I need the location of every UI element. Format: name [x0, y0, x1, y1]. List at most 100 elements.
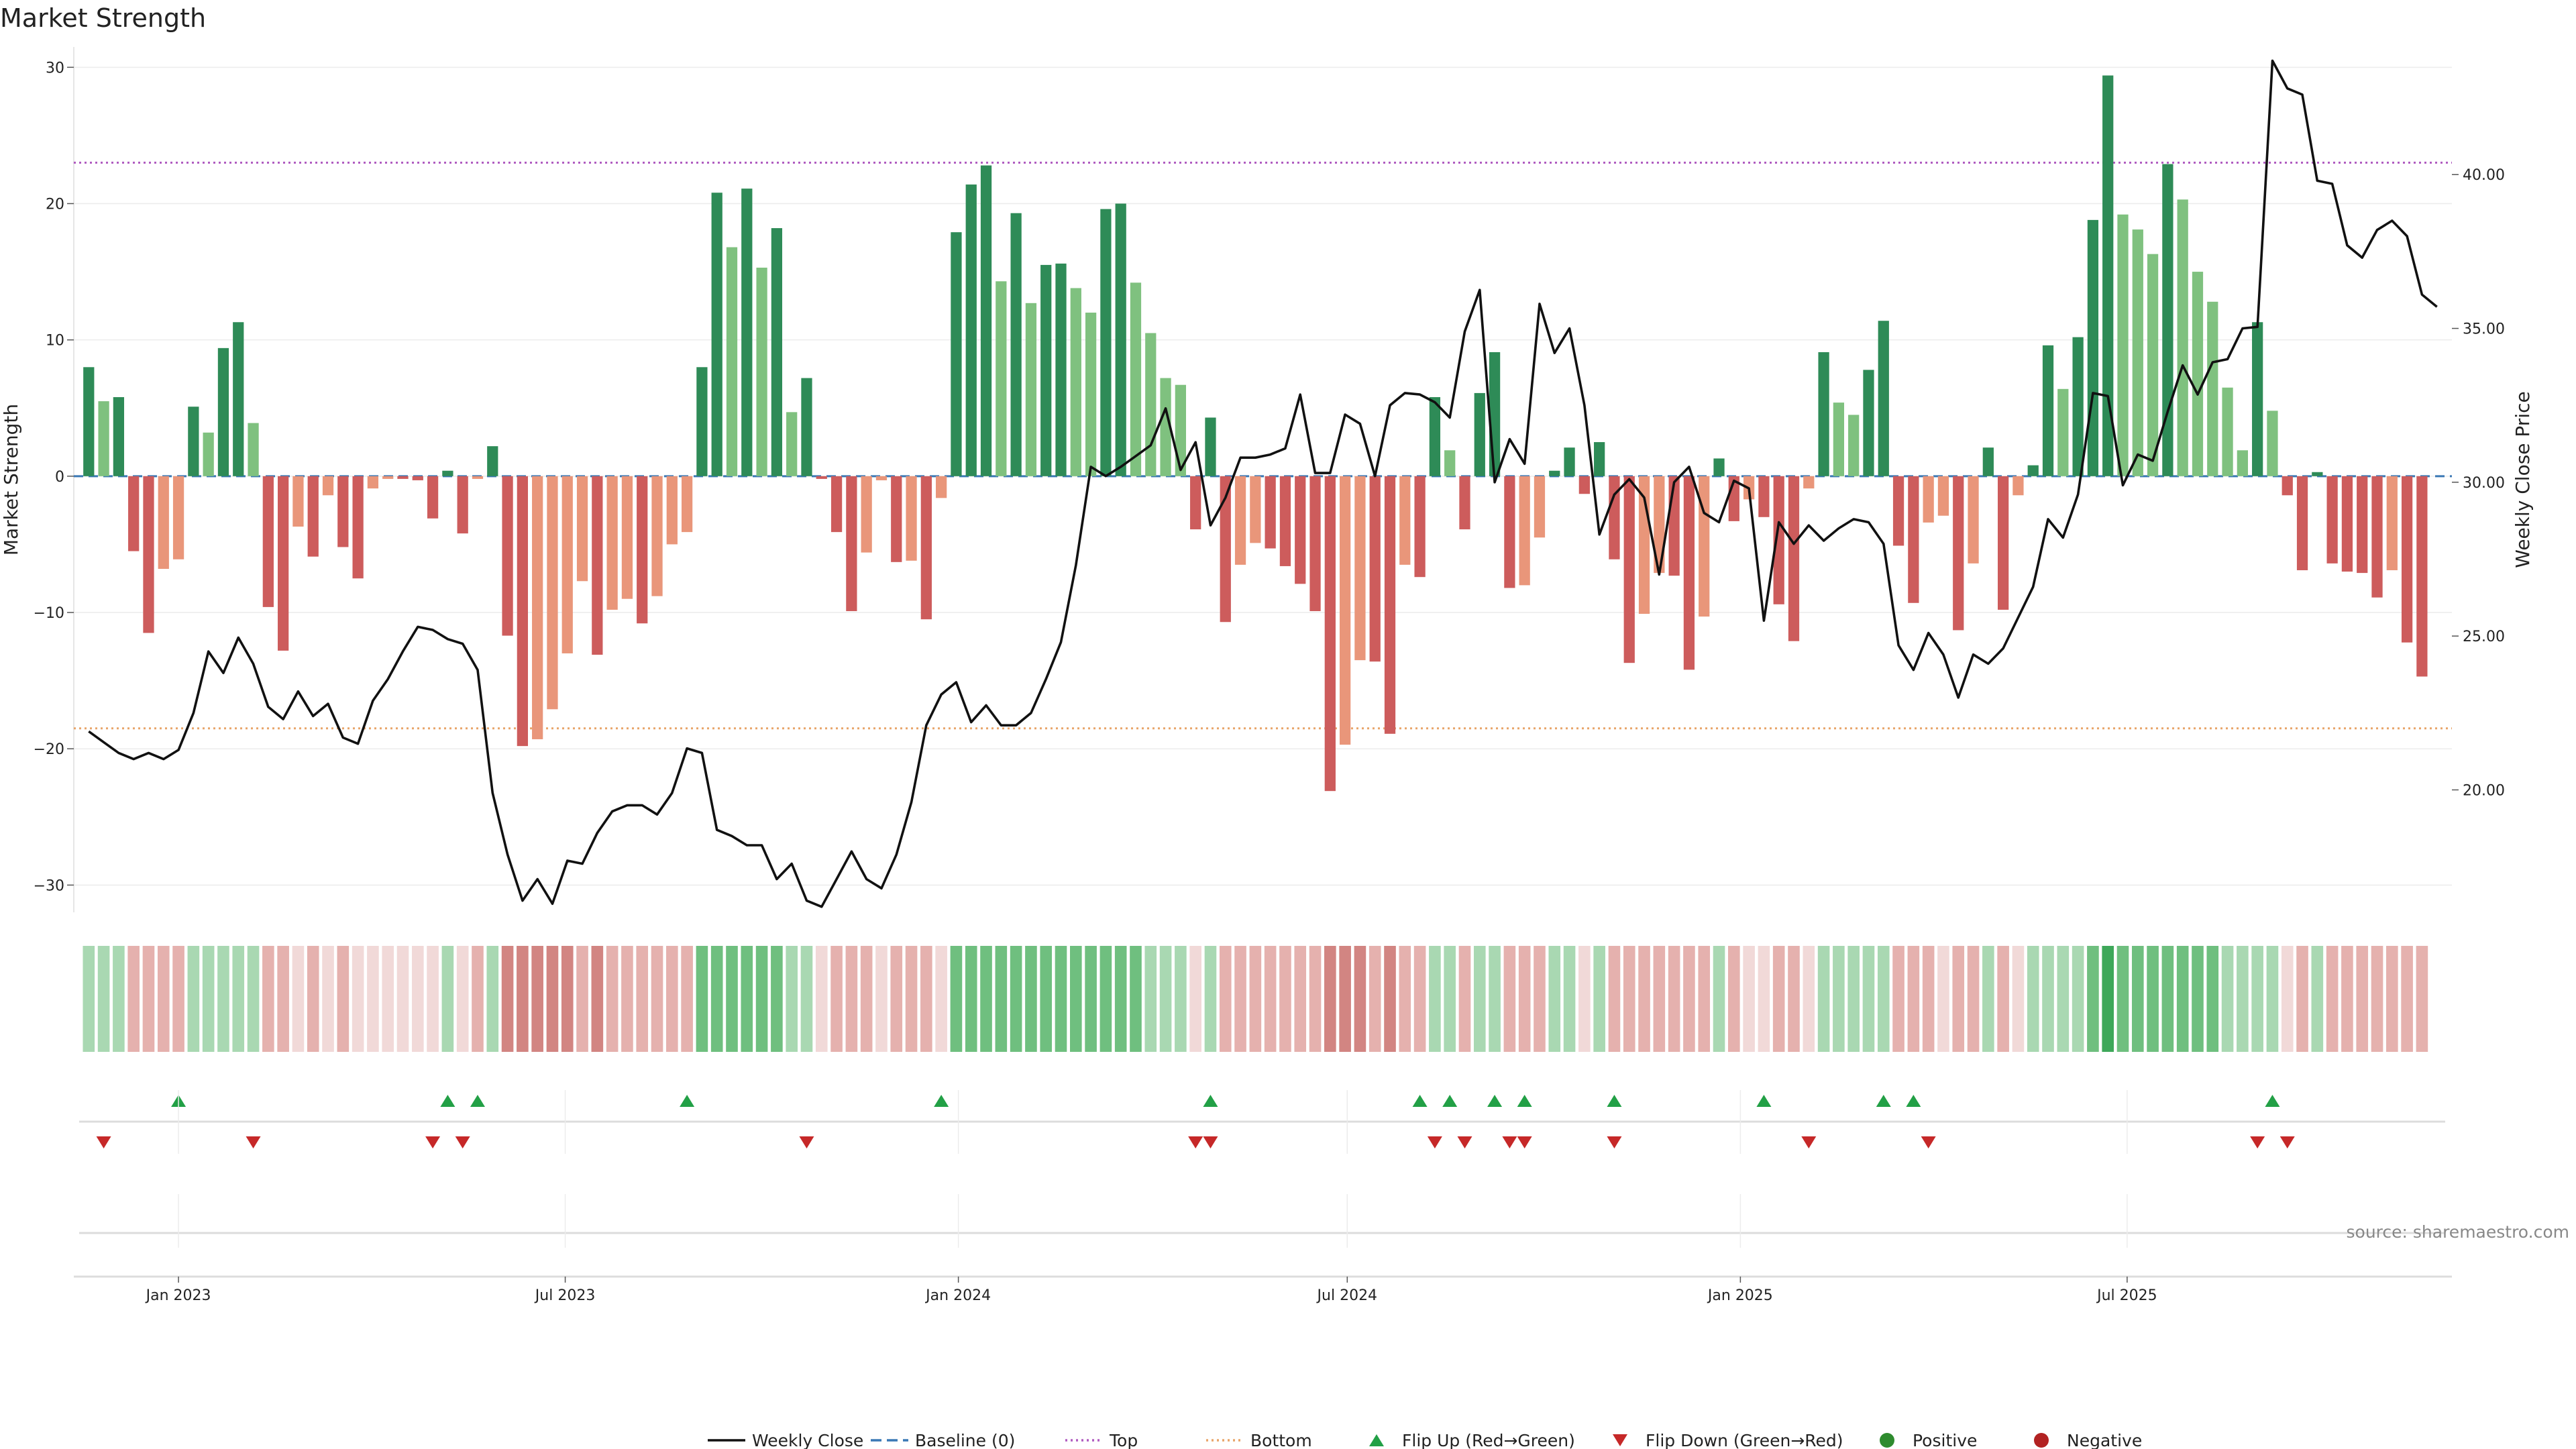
condition-cell — [2341, 946, 2353, 1052]
strength-bar — [681, 476, 693, 533]
condition-cell — [905, 946, 918, 1052]
strength-bar — [83, 367, 95, 476]
condition-cell — [217, 946, 229, 1052]
strength-bar — [2057, 388, 2069, 476]
condition-strip — [83, 946, 2428, 1052]
condition-cell — [172, 946, 184, 1052]
grid-layer — [73, 47, 2452, 912]
condition-cell — [1608, 946, 1621, 1052]
condition-cell — [113, 946, 125, 1052]
condition-cell — [1413, 946, 1426, 1052]
condition-cell — [1653, 946, 1666, 1052]
condition-cell — [157, 946, 170, 1052]
condition-cell — [1175, 946, 1187, 1052]
right-axis-label: Weekly Close Price — [2512, 391, 2534, 568]
strength-bar — [172, 476, 184, 559]
condition-cell — [232, 946, 245, 1052]
condition-cell — [1144, 946, 1157, 1052]
condition-cell — [2042, 946, 2054, 1052]
condition-cell — [127, 946, 140, 1052]
strength-bar — [472, 476, 484, 479]
flip-down-marker — [425, 1136, 441, 1148]
condition-cell — [2192, 946, 2204, 1052]
strength-bar — [2147, 254, 2159, 476]
condition-cell — [352, 946, 364, 1052]
condition-cell — [1025, 946, 1037, 1052]
left-tick-label: −10 — [34, 605, 64, 622]
strength-bar — [1190, 476, 1201, 530]
condition-cell — [1279, 946, 1291, 1052]
strength-bar — [1444, 450, 1456, 476]
strength-bar — [1324, 476, 1336, 792]
condition-cell — [1803, 946, 1815, 1052]
strength-bar — [1923, 476, 1934, 523]
condition-cell — [2102, 946, 2114, 1052]
right-tick-label: 20.00 — [2463, 782, 2505, 799]
strength-bar — [920, 476, 932, 620]
condition-cell — [1847, 946, 1860, 1052]
strength-bar — [2326, 476, 2338, 564]
left-tick-label: 0 — [55, 469, 64, 486]
strength-bar — [2371, 476, 2383, 598]
strength-bar — [1234, 476, 1246, 565]
condition-cell — [2266, 946, 2279, 1052]
condition-cell — [1623, 946, 1635, 1052]
condition-cell — [2012, 946, 2025, 1052]
right-tick-label: 30.00 — [2463, 475, 2505, 492]
strength-bar — [1803, 476, 1815, 489]
condition-cell — [1877, 946, 1890, 1052]
left-tick-label: 30 — [46, 60, 64, 76]
strength-bar — [1309, 476, 1321, 611]
condition-cell — [621, 946, 633, 1052]
condition-cell — [2027, 946, 2039, 1052]
condition-cell — [202, 946, 215, 1052]
legend-item: Top — [1065, 1431, 1138, 1449]
strength-bar — [786, 412, 798, 476]
condition-cell — [427, 946, 439, 1052]
legend: Weekly Close Baseline (0) Top Bottom Flip Up… — [708, 1431, 2142, 1449]
strength-bar — [113, 397, 125, 476]
condition-cell — [2116, 946, 2129, 1052]
strength-bar — [980, 165, 992, 476]
strength-bar — [816, 476, 827, 479]
strength-bar — [517, 476, 528, 747]
strength-bar — [1968, 476, 1979, 564]
strength-bar — [1399, 476, 1411, 565]
flip-up-marker — [1906, 1095, 1921, 1107]
right-tick-label: 35.00 — [2463, 321, 2505, 338]
condition-cell — [1204, 946, 1217, 1052]
flip-down-marker — [455, 1136, 470, 1148]
condition-cell — [1788, 946, 1800, 1052]
strength-bar — [1549, 470, 1560, 476]
condition-cell — [2131, 946, 2144, 1052]
condition-cell — [486, 946, 499, 1052]
condition-cell — [1743, 946, 1755, 1052]
condition-cell — [1638, 946, 1650, 1052]
condition-cell — [2386, 946, 2398, 1052]
strength-bar — [696, 367, 708, 476]
condition-cell — [1907, 946, 1920, 1052]
left-axis-label: Market Strength — [0, 404, 22, 555]
strength-bar — [1145, 333, 1157, 476]
condition-cell — [472, 946, 484, 1052]
strength-bar — [2132, 229, 2143, 476]
condition-cell — [411, 946, 424, 1052]
strength-bar — [487, 446, 498, 476]
right-tick-label: 40.00 — [2463, 167, 2505, 184]
condition-cell — [1862, 946, 1875, 1052]
condition-cell — [382, 946, 394, 1052]
strength-bar — [2177, 199, 2188, 476]
condition-cell — [1892, 946, 1904, 1052]
condition-cell — [995, 946, 1008, 1052]
strength-bar — [1878, 321, 1889, 476]
strength-bar — [936, 476, 947, 498]
condition-cell — [815, 946, 828, 1052]
legend-swatch-negative — [2034, 1433, 2049, 1448]
flip-up-marker — [934, 1095, 949, 1107]
condition-cell — [1982, 946, 1994, 1052]
flip-down-marker — [1801, 1136, 1817, 1148]
condition-cell — [2161, 946, 2174, 1052]
strength-bar — [637, 476, 648, 624]
condition-cell — [920, 946, 932, 1052]
